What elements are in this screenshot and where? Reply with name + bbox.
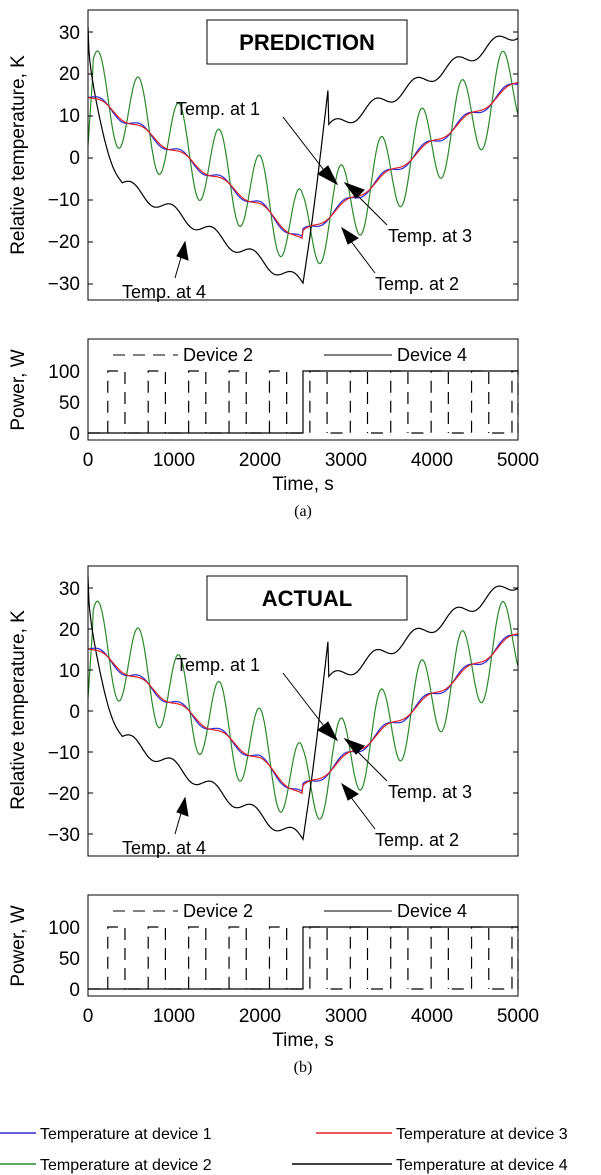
- panel-a-temperature: 30 20 10 0 −10 −20 −30 Relative temperat…: [8, 9, 519, 302]
- annotation-temp-4: Temp. at 4: [122, 838, 206, 858]
- legend-device-2: Device 2: [183, 901, 253, 921]
- xtick-label: 4000: [411, 1006, 453, 1027]
- series-power-device-2: [88, 926, 519, 990]
- annotation-temp-1: Temp. at 1: [176, 655, 260, 675]
- series-temp-device-4: [87, 576, 519, 841]
- ytick-label: −30: [48, 274, 80, 295]
- legend-device-4: Device 4: [397, 901, 467, 921]
- power-ytick-label: 0: [69, 980, 80, 1001]
- series-power-device-4: [88, 926, 518, 990]
- panel-a-yticks: 30 20 10 0 −10 −20 −30: [48, 23, 518, 295]
- panel-b-power: Device 2 Device 4 100 50 0 Power, W 0 10…: [8, 894, 539, 1076]
- legend-temp-device-1: Temperature at device 1: [40, 1126, 212, 1143]
- ytick-label: −20: [48, 232, 80, 253]
- power-ytick-label: 0: [69, 424, 80, 445]
- power-ytick-label: 100: [48, 918, 80, 939]
- annotation-temp-2: Temp. at 2: [375, 830, 459, 850]
- panel-a-ytick-marks: [88, 31, 518, 285]
- bottom-legend: Temperature at device 1 Temperature at d…: [0, 1126, 568, 1174]
- series-temp-device-2: [87, 50, 519, 265]
- annotation-temp-4: Temp. at 4: [122, 282, 206, 302]
- series-temp-device-1: [87, 634, 519, 793]
- panel-a-title: PREDICTION: [239, 30, 375, 55]
- ytick-label: −20: [48, 784, 80, 805]
- power-ytick-label: 50: [59, 949, 80, 970]
- panel-b-ylabel: Relative temperature, K: [8, 610, 29, 810]
- panel-a-xlabel: Time, s: [272, 474, 334, 495]
- annotation-temp-2: Temp. at 2: [375, 274, 459, 294]
- legend-temp-device-2: Temperature at device 2: [40, 1157, 212, 1174]
- power-ytick-label: 100: [48, 362, 80, 383]
- panel-b-title: ACTUAL: [262, 586, 352, 611]
- panel-a-axes-frame: [87, 9, 519, 301]
- xtick-label: 3000: [325, 1006, 367, 1027]
- xtick-label: 0: [83, 1006, 94, 1027]
- ytick-label: 30: [59, 579, 80, 600]
- xtick-label: 4000: [411, 450, 453, 471]
- panel-b-yticks: 30 20 10 0 −10 −20 −30: [48, 579, 518, 846]
- ytick-label: 20: [59, 620, 80, 641]
- power-ytick-label: 50: [59, 393, 80, 414]
- legend-device-2: Device 2: [183, 345, 253, 365]
- legend-temp-device-4: Temperature at device 4: [396, 1157, 568, 1174]
- annotation-temp-3: Temp. at 3: [388, 782, 472, 802]
- ytick-label: −10: [48, 743, 80, 764]
- panel-a-arrows: [174, 116, 388, 279]
- ytick-label: 10: [59, 106, 80, 127]
- panel-a-power: Device 2 Device 4 100 50 0 Power, W 0 10…: [8, 338, 539, 520]
- ytick-label: −30: [48, 825, 80, 846]
- xtick-label: 0: [83, 450, 94, 471]
- legend-temp-device-3: Temperature at device 3: [396, 1126, 568, 1143]
- panel-b-xlabel: Time, s: [272, 1030, 334, 1051]
- panel-a-power-ylabel: Power, W: [8, 349, 29, 430]
- annotation-temp-3: Temp. at 3: [388, 226, 472, 246]
- xtick-label: 2000: [239, 1006, 281, 1027]
- panel-b-title-box: [206, 575, 408, 621]
- ytick-label: 0: [69, 148, 80, 169]
- series-power-device-2: [88, 370, 519, 434]
- panel-a-power-frame: [87, 338, 519, 441]
- legend-device-4: Device 4: [397, 345, 467, 365]
- ytick-label: −10: [48, 190, 80, 211]
- caption-a: (a): [294, 503, 312, 520]
- ytick-label: 10: [59, 661, 80, 682]
- xtick-label: 5000: [497, 1006, 539, 1027]
- panel-a-ylabel: Relative temperature, K: [8, 55, 29, 255]
- panel-b-power-ylabel: Power, W: [8, 905, 29, 986]
- series-temp-device-4: [87, 26, 519, 285]
- panel-a-power-series: [88, 370, 519, 434]
- panel-a-series: [87, 26, 519, 285]
- panel-b-series: [87, 576, 519, 841]
- xtick-label: 2000: [239, 450, 281, 471]
- caption-b: (b): [294, 1059, 313, 1076]
- panel-b-power-series: [88, 926, 519, 990]
- panel-a-title-box: [206, 19, 408, 65]
- ytick-label: 20: [59, 64, 80, 85]
- series-temp-device-1: [88, 83, 518, 238]
- series-temp-device-3: [87, 82, 519, 240]
- panel-b-arrows: [174, 672, 388, 835]
- panel-b-ytick-marks: [88, 587, 518, 835]
- xtick-label: 5000: [497, 450, 539, 471]
- panel-b-temperature: 30 20 10 0 −10 −20 −30 Relative temperat…: [8, 565, 519, 858]
- series-temp-device-3: [87, 633, 519, 795]
- series-power-device-4: [88, 370, 518, 434]
- xtick-label: 3000: [325, 450, 367, 471]
- panel-b-xticks: 0 1000 2000 3000 4000 5000: [83, 1006, 539, 1027]
- annotation-temp-1: Temp. at 1: [176, 99, 260, 119]
- ytick-label: 30: [59, 23, 80, 44]
- panel-b-power-frame: [87, 894, 519, 997]
- ytick-label: 0: [69, 702, 80, 723]
- series-temp-device-2: [87, 600, 519, 820]
- panel-a-xticks: 0 1000 2000 3000 4000 5000: [83, 450, 539, 471]
- xtick-label: 1000: [153, 450, 195, 471]
- xtick-label: 1000: [153, 1006, 195, 1027]
